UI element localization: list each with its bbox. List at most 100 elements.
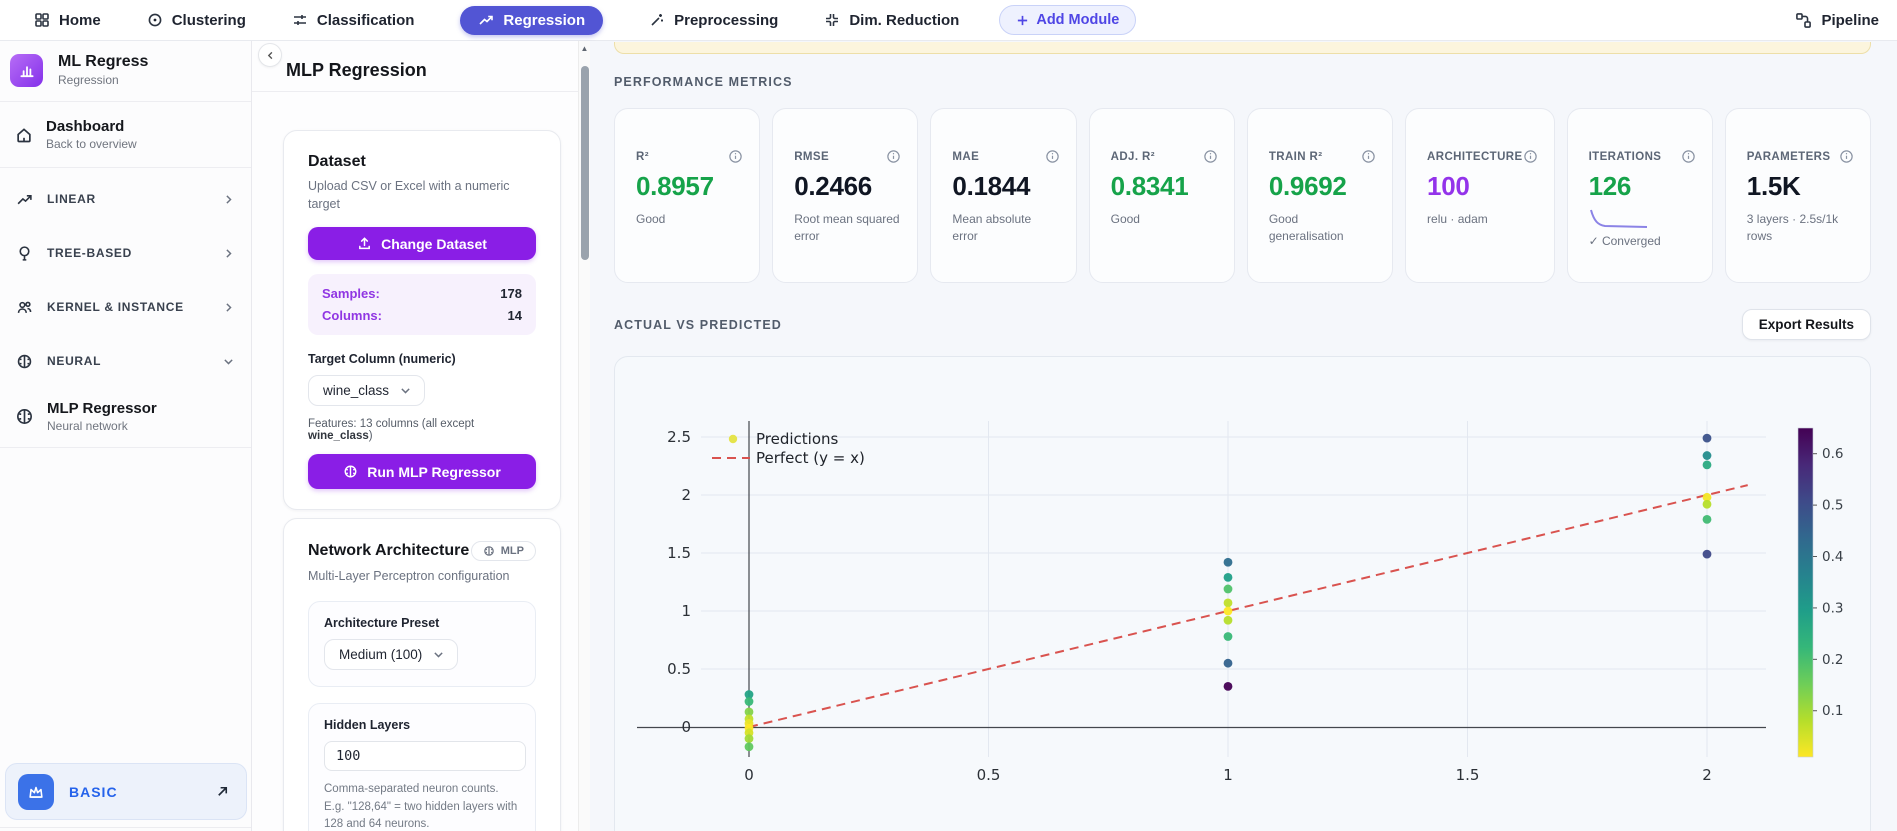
add-module-label: Add Module [1036,12,1120,28]
chevron-down-icon [432,648,445,661]
info-icon[interactable] [1203,149,1218,164]
svg-text:0: 0 [681,718,691,736]
collapse-panel-button[interactable] [258,43,282,67]
stat-label: Columns: [322,308,382,324]
nav-item-label: Regression [503,11,586,29]
sidebar-sections: LINEAR TREE-BASED KERNEL & INSTANCE NEUR… [0,168,251,388]
nav-item-home[interactable]: Home [34,12,101,29]
dataset-card: Dataset Upload CSV or Excel with a numer… [283,130,561,511]
panel-scrollbar[interactable]: ▲ [578,41,590,831]
pipeline-button[interactable]: Pipeline [1795,12,1879,29]
features-note: Features: 13 columns (all except wine_cl… [308,418,475,443]
sidebar-item-kernel-instance[interactable]: KERNEL & INSTANCE [0,280,251,334]
info-icon[interactable] [1523,149,1538,164]
stat-row-columns: Columns: 14 [322,308,522,323]
sidebar-item-label: KERNEL & INSTANCE [47,300,184,314]
plan-label: BASIC [69,783,118,800]
stat-value: 178 [500,286,522,302]
top-nav: Home Clustering Classification Regressio… [0,0,1897,41]
info-icon[interactable] [1361,149,1376,164]
sidebar: ML Regress Regression Dashboard Back to … [0,41,252,831]
nav-item-clustering[interactable]: Clustering [147,12,246,29]
nav-item-regression[interactable]: Regression [460,5,604,35]
metric-label: ARCHITECTURE [1427,150,1523,163]
export-results-button[interactable]: Export Results [1741,309,1871,340]
dataset-subtitle: Upload CSV or Excel with a numeric targe… [308,179,510,212]
change-dataset-button[interactable]: Change Dataset [308,227,536,261]
actual-vs-predicted-chart: 0 0.5 1 1.5 2 0 0.5 1 1.5 2 2.5 Predictions Perfect … [614,356,1871,831]
plus-icon [1016,14,1029,27]
main-area: PERFORMANCE METRICS R² 0.8957 Good RMSE … [590,41,1897,831]
info-icon[interactable] [1839,149,1854,164]
sidebar-item-mlp-regressor[interactable]: MLP Regressor Neural network [0,388,251,448]
mlp-badge: MLP [470,541,536,562]
add-module-button[interactable]: Add Module [999,5,1137,35]
converged-status: ✓ Converged [1588,234,1661,248]
hidden-layers-group: Hidden Layers Comma-separated neuron cou… [308,703,536,831]
loss-sparkline [1589,209,1647,228]
metric-sub: 3 layers · 2.5s/1k rows [1746,212,1839,243]
hidden-layers-input[interactable] [324,741,526,772]
metric-value: 0.8957 [636,171,714,201]
svg-text:2.5: 2.5 [667,428,691,446]
run-mlp-regressor-button[interactable]: Run MLP Regressor [308,454,536,490]
sidebar-item-neural[interactable]: NEURAL [0,334,251,388]
svg-text:0.6: 0.6 [1822,446,1843,462]
stat-value: 14 [507,308,522,324]
tree-icon [16,245,33,262]
svg-text:Perfect (y = x): Perfect (y = x) [756,449,865,467]
sidebar-item-linear[interactable]: LINEAR [0,172,251,226]
app-name: ML Regress [58,53,149,70]
preset-label: Architecture Preset [324,616,440,631]
dataset-stats: Samples: 178 Columns: 14 [308,274,536,336]
metric-card-adj-r2: ADJ. R² 0.8341 Good [1088,108,1235,283]
scrollbar-up-arrow[interactable]: ▲ [580,44,589,53]
stat-row-samples: Samples: 178 [322,286,522,301]
nav-item-dim-reduction[interactable]: Dim. Reduction [824,12,959,29]
info-icon[interactable] [886,149,901,164]
chevron-right-icon [222,301,235,314]
svg-text:2: 2 [1702,766,1712,784]
metric-card-rmse: RMSE 0.2466 Root mean squared error [772,108,919,283]
metric-sub: Good generalisation [1268,212,1344,243]
app-header: ML Regress Regression [0,41,251,102]
svg-text:0.1: 0.1 [1822,703,1843,719]
chevron-down-icon [222,355,235,368]
nav-item-label: Home [59,11,101,29]
architecture-preset-select[interactable]: Medium (100) [324,639,459,671]
brain-icon [483,545,495,557]
trending-up-icon [16,191,33,208]
app-subtitle: Regression [58,73,119,87]
metric-value: 126 [1588,171,1632,201]
info-icon[interactable] [728,149,743,164]
target-column-select[interactable]: wine_class [308,375,426,407]
minimize-icon [824,12,840,28]
scrollbar-thumb[interactable] [581,66,589,260]
app-logo [10,53,43,87]
info-icon[interactable] [1045,149,1060,164]
metric-label: RMSE [794,150,830,163]
trend-icon [478,12,494,28]
nav-item-label: Classification [316,11,415,29]
svg-text:1: 1 [1223,766,1233,784]
nav-item-classification[interactable]: Classification [292,11,415,29]
metric-card-r2: R² 0.8957 Good [614,108,761,283]
metric-value: 100 [1427,171,1470,201]
brain-icon [15,407,34,426]
metric-value: 0.1844 [952,171,1031,201]
arrow-up-right-icon [215,784,230,799]
sidebar-item-dashboard[interactable]: Dashboard Back to overview [0,102,251,168]
svg-text:2: 2 [681,486,691,504]
metric-sub: Mean absolute error [952,212,1032,243]
divider [252,91,578,92]
svg-text:0.5: 0.5 [1822,498,1843,514]
panel-title: MLP Regression [286,60,427,80]
plan-basic-card[interactable]: BASIC [5,763,247,820]
sidebar-item-tree-based[interactable]: TREE-BASED [0,226,251,280]
upload-icon [357,236,372,251]
nav-item-preprocessing[interactable]: Preprocessing [649,12,778,29]
sliders-icon [292,12,308,28]
info-icon[interactable] [1681,149,1696,164]
svg-text:0: 0 [744,766,754,784]
nav-item-label: Preprocessing [674,11,779,29]
